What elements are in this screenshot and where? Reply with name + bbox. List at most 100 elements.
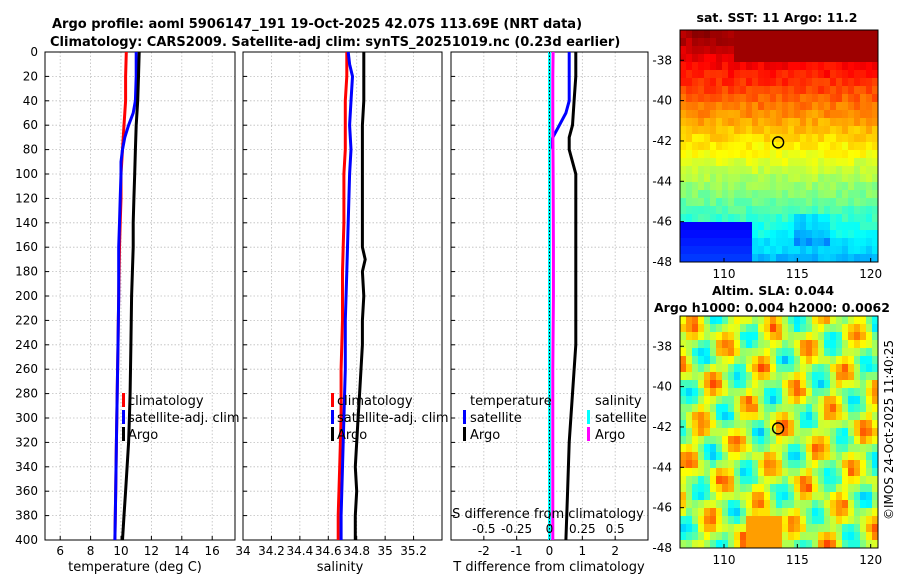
sst-cell xyxy=(698,190,705,199)
sst-cell xyxy=(740,30,747,39)
sst-cell xyxy=(680,150,687,159)
sst-cell xyxy=(722,46,729,55)
sla-cell xyxy=(710,348,717,357)
sla-cell xyxy=(830,436,837,445)
sst-cell xyxy=(836,70,843,79)
sla-cell xyxy=(794,364,801,373)
sla-cell xyxy=(752,476,759,485)
sst-cell xyxy=(830,78,837,87)
sst-cell xyxy=(854,190,861,199)
sla-cell xyxy=(680,396,687,405)
sla-cell xyxy=(854,356,861,365)
sla-cell xyxy=(842,372,849,381)
sst-cell xyxy=(758,86,765,95)
sst-cell xyxy=(848,118,855,127)
sst-cell xyxy=(872,46,878,55)
sst-cell xyxy=(872,110,878,119)
sst-cell xyxy=(860,70,867,79)
sst-cell xyxy=(836,158,843,167)
sst-cell xyxy=(722,30,729,39)
sla-cell xyxy=(686,484,693,493)
sla-cell xyxy=(698,364,705,373)
sst-cell xyxy=(782,78,789,87)
sla-cell xyxy=(740,452,747,461)
sst-cell xyxy=(758,158,765,167)
sla-cell xyxy=(788,468,795,477)
sst-cell xyxy=(710,86,717,95)
sst-cell xyxy=(860,158,867,167)
sla-cell xyxy=(860,508,867,517)
sla-cell xyxy=(794,348,801,357)
sst-cell xyxy=(818,182,825,191)
sst-cell xyxy=(710,134,717,143)
sst-cell xyxy=(836,254,843,262)
sla-cell xyxy=(848,348,855,357)
sst-cell xyxy=(746,222,753,231)
sla-cell xyxy=(722,476,729,485)
sla-cell xyxy=(842,524,849,533)
sst-cell xyxy=(704,198,711,207)
sst-cell xyxy=(740,214,747,223)
sla-cell xyxy=(824,452,831,461)
sst-cell xyxy=(866,214,873,223)
sst-cell xyxy=(854,54,861,63)
sla-cell xyxy=(758,476,765,485)
sst-cell xyxy=(794,174,801,183)
sla-cell xyxy=(746,500,753,509)
sla-cell xyxy=(710,524,717,533)
sst-cell xyxy=(740,70,747,79)
sla-cell xyxy=(764,380,771,389)
sst-cell xyxy=(734,246,741,255)
sla-cell xyxy=(758,396,765,405)
sla-cell xyxy=(752,396,759,405)
sla-cell xyxy=(836,516,843,525)
sst-cell xyxy=(848,86,855,95)
sst-cell xyxy=(818,246,825,255)
sst-cell xyxy=(836,214,843,223)
sst-cell xyxy=(710,38,717,47)
sst-cell xyxy=(764,62,771,71)
sst-cell xyxy=(740,182,747,191)
sla-cell xyxy=(830,524,837,533)
sst-cell xyxy=(698,158,705,167)
sst-cell xyxy=(818,62,825,71)
series-line-satellite-adj-clim xyxy=(113,52,138,540)
sst-cell xyxy=(836,198,843,207)
sst-cell xyxy=(710,206,717,215)
sla-cell xyxy=(728,356,735,365)
sst-cell xyxy=(854,118,861,127)
sst-cell xyxy=(746,230,753,239)
sla-cell xyxy=(698,404,705,413)
sla-cell xyxy=(842,340,849,349)
sla-cell xyxy=(788,532,795,541)
sal-series-group xyxy=(336,52,367,540)
sst-cell xyxy=(758,38,765,47)
sst-cell xyxy=(854,38,861,47)
sla-cell xyxy=(698,532,705,541)
sla-cell xyxy=(722,500,729,509)
sla-cell xyxy=(722,380,729,389)
sst-cell xyxy=(872,142,878,151)
sla-cell xyxy=(866,316,873,325)
sla-cell xyxy=(716,476,723,485)
sst-cell xyxy=(722,94,729,103)
sst-cell xyxy=(692,102,699,111)
sla-cell xyxy=(794,420,801,429)
sla-cell xyxy=(782,428,789,437)
sla-cell xyxy=(728,524,735,533)
sla-cell xyxy=(854,428,861,437)
sla-cell xyxy=(710,412,717,421)
sst-cell xyxy=(824,118,831,127)
sla-cell xyxy=(680,500,687,509)
sla-cell xyxy=(872,468,878,477)
sst-cell xyxy=(800,150,807,159)
sst-cell xyxy=(722,206,729,215)
sst-cell xyxy=(836,190,843,199)
sst-cell xyxy=(818,46,825,55)
sla-cell xyxy=(854,372,861,381)
sst-cell xyxy=(686,110,693,119)
sla-cell xyxy=(692,412,699,421)
sst-cell xyxy=(830,102,837,111)
sst-cell xyxy=(728,118,735,127)
sst-cell xyxy=(872,246,878,255)
